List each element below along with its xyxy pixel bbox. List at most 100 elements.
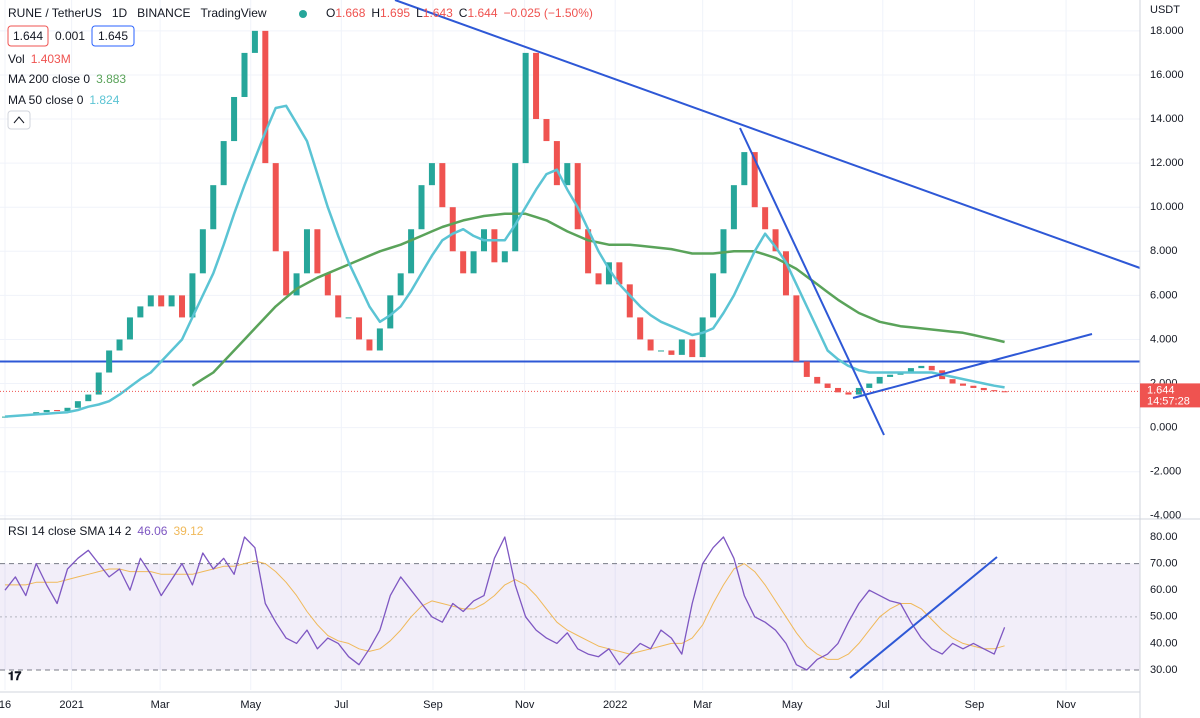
- candle-body: [970, 385, 977, 388]
- candle-body: [626, 284, 633, 318]
- rsi-legend: RSI 14 close SMA 14 2 46.06 39.12: [8, 524, 204, 538]
- trendline[interactable]: [394, 0, 1141, 269]
- rsi-tick-label: 80.00: [1150, 531, 1178, 543]
- tv-logo: 𝟏𝟕: [8, 669, 22, 683]
- candle-body: [408, 229, 415, 274]
- candle-body: [324, 273, 331, 296]
- candle-body: [168, 295, 175, 307]
- y-tick-label: 4.000: [1150, 333, 1178, 345]
- candle-body: [376, 328, 383, 351]
- candle-body: [512, 163, 519, 252]
- candle-body: [595, 273, 602, 285]
- trendline[interactable]: [849, 556, 998, 679]
- y-tick-label: -4.000: [1150, 510, 1181, 522]
- candle-body: [126, 317, 133, 340]
- rsi-tick-label: 30.00: [1150, 664, 1178, 676]
- candle-body: [959, 383, 966, 386]
- candle-body: [803, 361, 810, 377]
- bid: 1.644: [13, 29, 43, 43]
- candle-body: [470, 251, 477, 274]
- candle-body: [241, 52, 248, 97]
- status-dot: [299, 10, 307, 18]
- candle-body: [64, 407, 71, 412]
- y-tick-label: -2.000: [1150, 466, 1181, 478]
- candle-body: [543, 119, 550, 142]
- candle-body: [460, 251, 467, 274]
- currency[interactable]: USDT: [1150, 4, 1180, 16]
- candle-body: [585, 229, 592, 274]
- x-tick-label: Sep: [965, 699, 985, 711]
- candle-body: [210, 185, 217, 230]
- candle-body: [74, 401, 81, 408]
- ma200-legend: MA 200 close 0 3.883: [8, 72, 126, 86]
- candle-body: [533, 52, 540, 120]
- candle-body: [116, 339, 123, 351]
- candle-body: [616, 262, 623, 285]
- candle-body: [866, 383, 873, 388]
- ma50-legend: MA 50 close 0 1.824: [8, 93, 120, 107]
- candle-body: [658, 350, 665, 352]
- x-tick-label: Nov: [515, 699, 535, 711]
- collapse-button[interactable]: [7, 110, 31, 130]
- x-tick-label: 16: [0, 699, 11, 711]
- candle-body: [1, 416, 8, 418]
- candle-body: [835, 387, 842, 393]
- candle-body: [283, 251, 290, 296]
- rsi-tick-label: 60.00: [1150, 584, 1178, 596]
- candle-body: [918, 365, 925, 369]
- candle-body: [991, 390, 998, 392]
- volume-legend: Vol 1.403M: [8, 52, 71, 66]
- candle-body: [699, 317, 706, 358]
- candle-body: [772, 229, 779, 252]
- candle-body: [85, 394, 92, 402]
- trendline[interactable]: [852, 333, 1093, 399]
- candle-body: [553, 141, 560, 186]
- candle-body: [491, 229, 498, 263]
- candle-body: [1001, 391, 1008, 393]
- countdown: 14:57:28: [1147, 395, 1190, 407]
- candle-body: [397, 273, 404, 296]
- candle-body: [439, 163, 446, 208]
- ask-box[interactable]: [91, 25, 135, 47]
- bid-box[interactable]: [7, 25, 49, 47]
- candle-body: [522, 52, 529, 164]
- candle-body: [158, 295, 165, 307]
- x-tick-label: May: [782, 699, 803, 711]
- x-tick-label: Jul: [876, 699, 890, 711]
- axes: 16 2021 Mar May Jul Sep Nov 2022 Mar May Jul Sep Nov…: [0, 25, 1200, 711]
- rsi-tick-label: 70.00: [1150, 558, 1178, 570]
- candle-body: [845, 392, 852, 395]
- candle-body: [980, 387, 987, 391]
- candle-body: [262, 30, 269, 164]
- x-tick-label: 2022: [603, 699, 627, 711]
- candle-body: [449, 207, 456, 252]
- candle-body: [887, 374, 894, 377]
- last-price-label: 1.644: [1147, 384, 1175, 396]
- line: [191, 212, 1005, 387]
- candle-body: [314, 229, 321, 274]
- candle-body: [574, 163, 581, 230]
- candle-body: [824, 383, 831, 388]
- y-tick-label: 14.000: [1150, 113, 1184, 125]
- trendline[interactable]: [739, 127, 885, 436]
- candle-body: [501, 251, 508, 263]
- y-tick-label: 6.000: [1150, 289, 1178, 301]
- y-tick-label: 0.000: [1150, 422, 1178, 434]
- candle-body: [366, 339, 373, 351]
- rsi-tick-label: 40.00: [1150, 637, 1178, 649]
- candle-body: [949, 379, 956, 384]
- candle-body: [220, 141, 227, 186]
- y-tick-label: 16.000: [1150, 69, 1184, 81]
- candle-body: [762, 207, 769, 230]
- candle-body: [147, 295, 154, 307]
- candle-body: [95, 372, 102, 395]
- ask: 1.645: [98, 29, 128, 43]
- y-tick-label: 8.000: [1150, 245, 1178, 257]
- candle-body: [793, 295, 800, 362]
- x-tick-label: May: [240, 699, 261, 711]
- candle-body: [637, 317, 644, 340]
- candle-body: [303, 229, 310, 274]
- candle-body: [106, 350, 113, 373]
- candle-body: [356, 317, 363, 340]
